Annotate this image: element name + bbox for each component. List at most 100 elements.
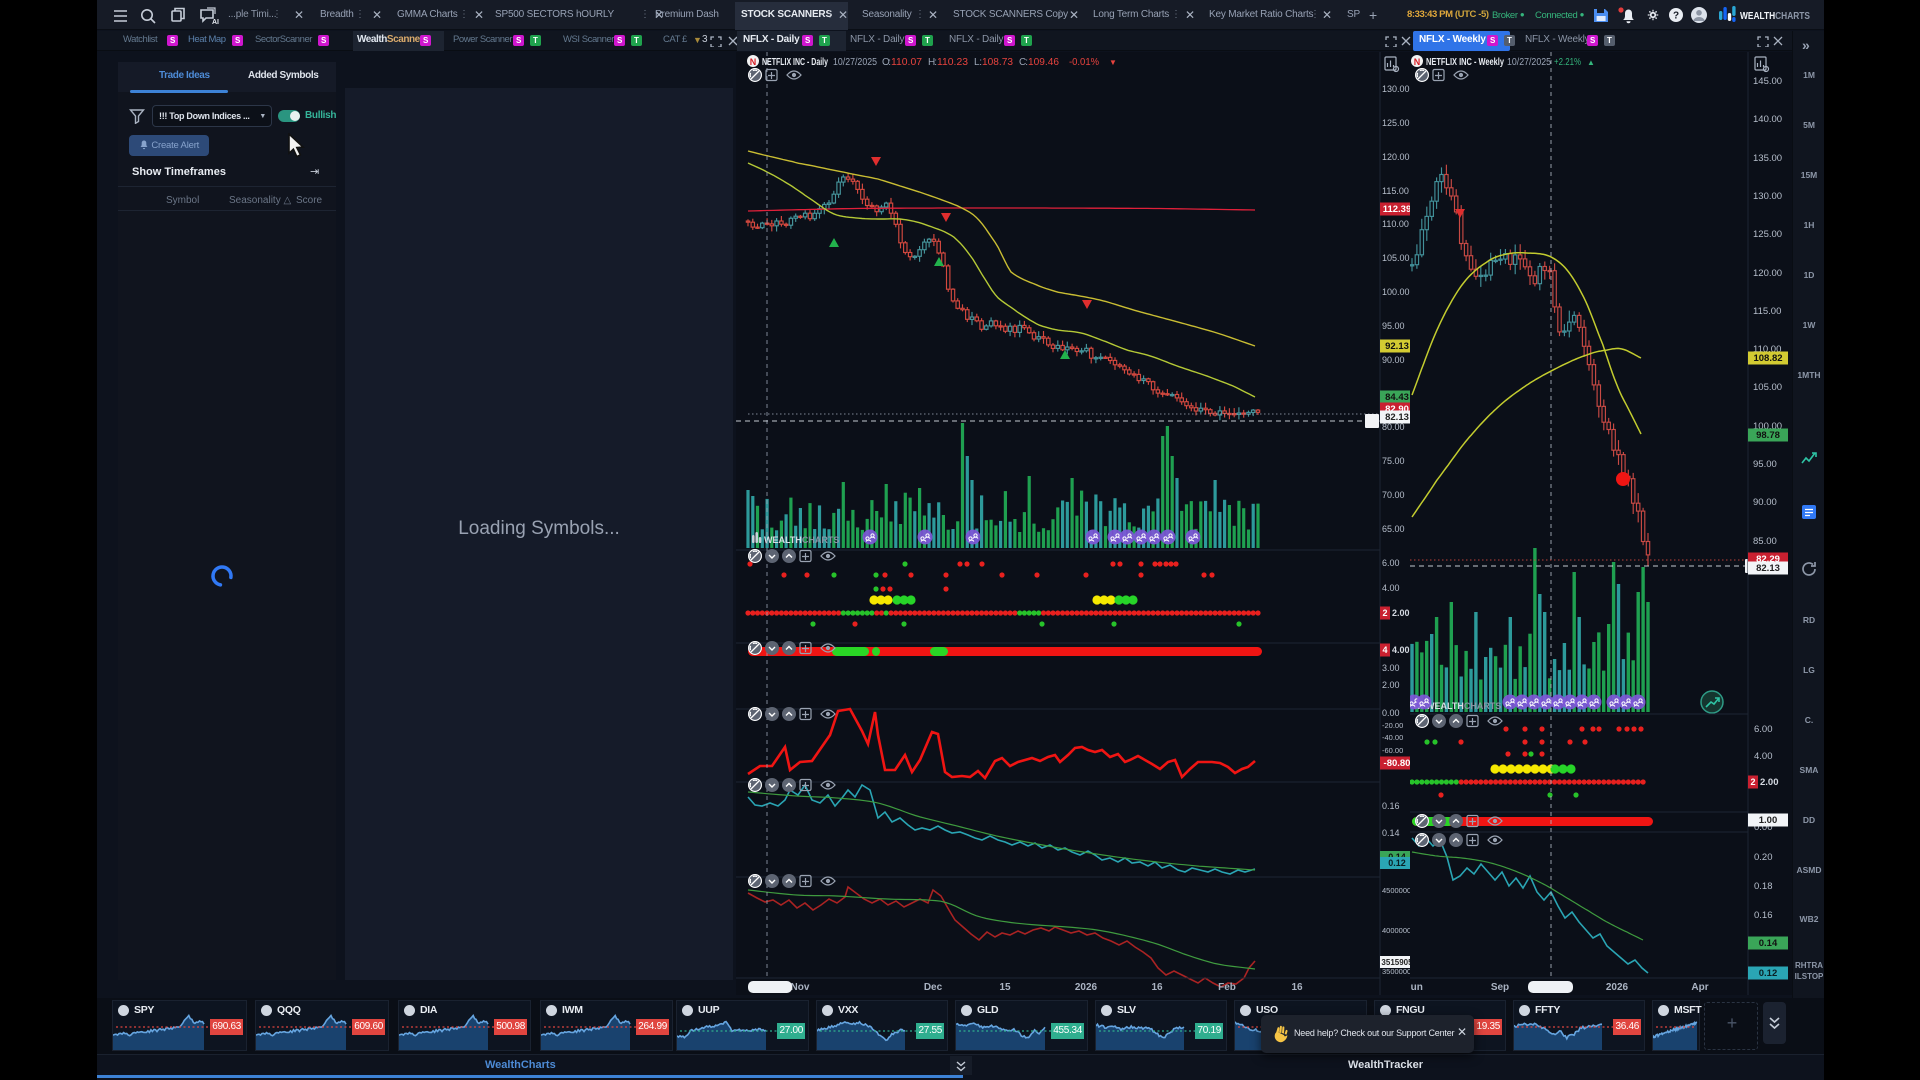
svg-text:10/27/2025: 10/27/2025 [833, 57, 877, 68]
svg-text:0.14: 0.14 [1759, 938, 1778, 949]
svg-text:L:: L: [974, 57, 982, 68]
svg-text:125.00: 125.00 [1382, 118, 1410, 128]
svg-text:3500000: 3500000 [1382, 967, 1411, 976]
svg-text:70.00: 70.00 [1382, 490, 1405, 500]
svg-text:0.20: 0.20 [1754, 852, 1773, 863]
svg-text:-20.00: -20.00 [1382, 721, 1403, 730]
svg-text:Dec: Dec [924, 982, 943, 993]
svg-text:C:: C: [1019, 57, 1028, 68]
svg-text:3.00: 3.00 [1382, 663, 1400, 673]
svg-text:10/27/2025: 10/27/2025 [1507, 57, 1551, 68]
svg-text:0.16: 0.16 [1754, 910, 1773, 921]
svg-text:120.00: 120.00 [1753, 268, 1782, 279]
svg-text:O:: O: [882, 57, 891, 68]
svg-text:75.00: 75.00 [1382, 456, 1405, 466]
svg-text:0.14: 0.14 [1382, 828, 1400, 838]
svg-text:80.00: 80.00 [1382, 422, 1405, 432]
svg-text:▼: ▼ [1109, 58, 1117, 67]
svg-text:108.82: 108.82 [1753, 353, 1782, 364]
svg-text:0.00: 0.00 [1754, 822, 1773, 833]
svg-text:0.16: 0.16 [1382, 801, 1400, 811]
svg-text:NETFLIX INC - Weekly: NETFLIX INC - Weekly [1426, 57, 1504, 68]
svg-text:100.00: 100.00 [1382, 287, 1410, 297]
svg-text:2.00: 2.00 [1382, 680, 1400, 690]
svg-text:82.90: 82.90 [1385, 404, 1409, 415]
svg-text:0.12: 0.12 [1759, 968, 1778, 979]
svg-text:110.07: 110.07 [891, 57, 922, 68]
svg-text:109.46: 109.46 [1028, 57, 1059, 68]
svg-text:130.00: 130.00 [1753, 191, 1782, 202]
svg-text:65.00: 65.00 [1382, 524, 1405, 534]
svg-text:WEALTHCHARTS: WEALTHCHARTS [764, 535, 839, 545]
svg-text:82.13: 82.13 [1385, 412, 1409, 423]
svg-text:0.18: 0.18 [1754, 881, 1773, 892]
svg-text:WEALTHCHARTS: WEALTHCHARTS [1426, 701, 1501, 711]
svg-text:0.12: 0.12 [1388, 858, 1406, 868]
svg-text:-0.01%: -0.01% [1069, 57, 1099, 68]
svg-text:140.00: 140.00 [1753, 114, 1782, 125]
svg-text:120.00: 120.00 [1382, 152, 1410, 162]
svg-text:NETFLIX INC - Daily: NETFLIX INC - Daily [762, 57, 828, 68]
svg-text:105.00: 105.00 [1382, 253, 1410, 263]
svg-text:15: 15 [999, 982, 1011, 993]
svg-text:Apr: Apr [1691, 982, 1708, 993]
svg-text:90.00: 90.00 [1382, 355, 1405, 365]
svg-text:Jun: Jun [1410, 982, 1423, 993]
svg-text:▲: ▲ [1587, 58, 1595, 67]
svg-text:90.00: 90.00 [1753, 497, 1777, 508]
svg-text:85.00: 85.00 [1753, 536, 1777, 547]
svg-text:145.00: 145.00 [1753, 76, 1782, 87]
svg-text:2: 2 [1750, 777, 1755, 787]
svg-text:2: 2 [1382, 608, 1387, 618]
svg-text:6.00: 6.00 [1754, 724, 1773, 735]
svg-text:N: N [1414, 57, 1421, 67]
svg-text:2.00: 2.00 [1760, 777, 1779, 788]
svg-text:H:: H: [928, 57, 937, 68]
svg-text:WEALTHCHARTS: WEALTHCHARTS [1740, 11, 1810, 22]
svg-text:Nov: Nov [791, 982, 810, 993]
svg-text:4.00: 4.00 [1754, 751, 1773, 762]
svg-text:6.00: 6.00 [1382, 558, 1400, 568]
svg-text:92.13: 92.13 [1385, 341, 1409, 352]
svg-text:2.00: 2.00 [1392, 608, 1410, 618]
svg-text:105.00: 105.00 [1753, 382, 1782, 393]
svg-text:115.00: 115.00 [1382, 186, 1409, 196]
svg-text:95.00: 95.00 [1753, 459, 1777, 470]
svg-text:N: N [750, 57, 757, 67]
svg-text:115.00: 115.00 [1753, 306, 1781, 317]
svg-text:95.00: 95.00 [1382, 321, 1405, 331]
svg-text:2026: 2026 [1075, 982, 1098, 993]
svg-text:4.00: 4.00 [1392, 645, 1410, 655]
svg-text:-60.00: -60.00 [1382, 746, 1403, 755]
svg-text:16: 16 [1151, 982, 1163, 993]
svg-text:4.00: 4.00 [1382, 583, 1400, 593]
svg-text:?: ? [1673, 11, 1679, 22]
svg-text:AI: AI [212, 19, 219, 26]
svg-text:112.39: 112.39 [1383, 204, 1412, 215]
svg-text:4: 4 [1382, 645, 1387, 655]
svg-text:Sep: Sep [1491, 982, 1509, 993]
svg-text:98.78: 98.78 [1756, 430, 1780, 441]
svg-text:110.00: 110.00 [1382, 219, 1409, 229]
svg-text:108.73: 108.73 [982, 57, 1013, 68]
svg-text:82.13: 82.13 [1756, 563, 1780, 574]
svg-text:110.23: 110.23 [937, 57, 968, 68]
svg-text:1.00: 1.00 [1759, 815, 1778, 826]
svg-text:0.00: 0.00 [1382, 708, 1400, 718]
svg-text:82.29: 82.29 [1756, 554, 1780, 565]
svg-text:16: 16 [1291, 982, 1303, 993]
svg-text:2026: 2026 [1606, 982, 1629, 993]
svg-text:3515905: 3515905 [1381, 958, 1413, 967]
svg-text:135.00: 135.00 [1753, 153, 1782, 164]
svg-text:130.00: 130.00 [1382, 84, 1410, 94]
svg-text:100.00: 100.00 [1753, 421, 1782, 432]
svg-text:125.00: 125.00 [1753, 229, 1782, 240]
svg-text:-40.00: -40.00 [1382, 733, 1403, 742]
svg-text:+2.21%: +2.21% [1554, 57, 1581, 68]
svg-text:110.00: 110.00 [1753, 344, 1781, 355]
svg-text:4000000: 4000000 [1382, 926, 1411, 935]
svg-text:84.43: 84.43 [1385, 392, 1409, 403]
svg-text:Feb: Feb [1218, 982, 1236, 993]
svg-text:4500000: 4500000 [1382, 886, 1411, 895]
svg-text:-80.80: -80.80 [1384, 758, 1411, 769]
